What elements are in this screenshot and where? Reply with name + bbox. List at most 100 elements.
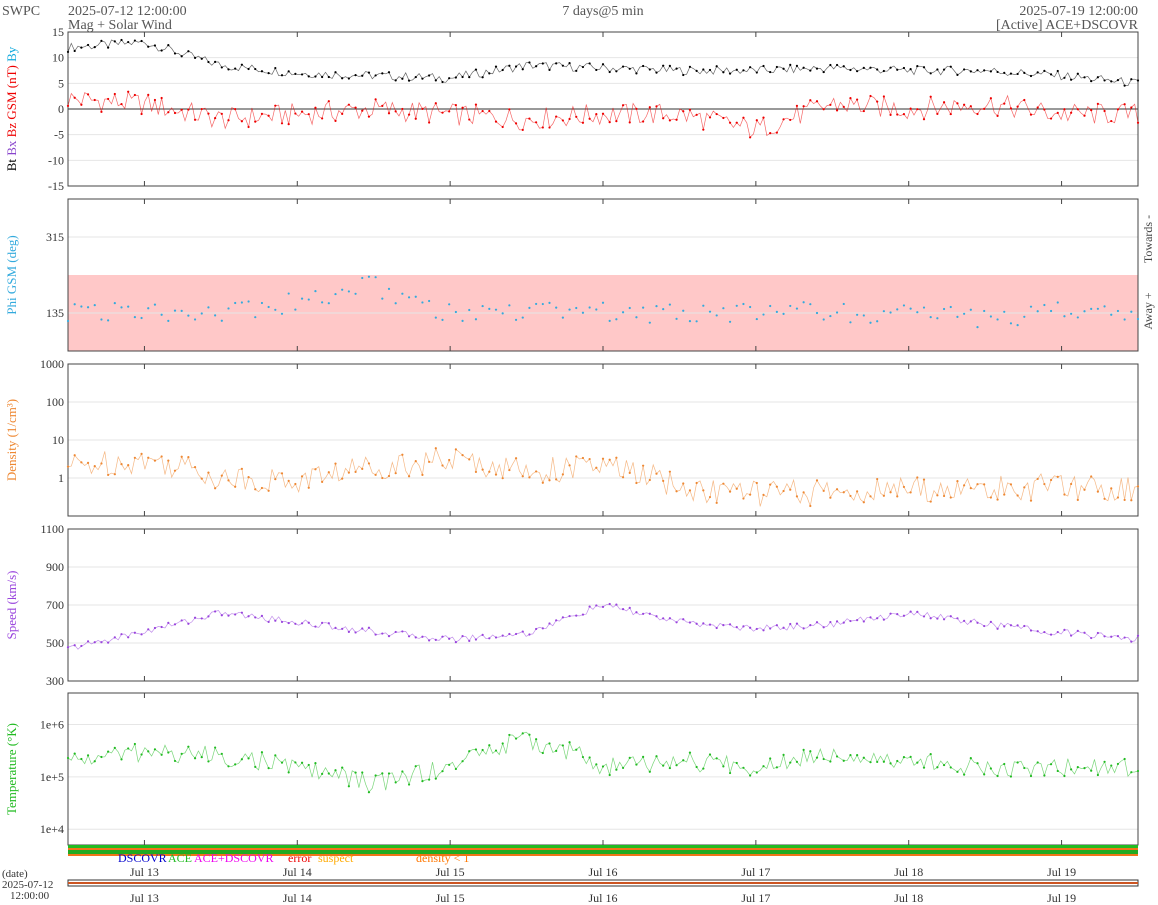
data-point [287, 292, 290, 295]
data-point [280, 312, 284, 315]
data-point [387, 287, 391, 291]
data-point [100, 318, 103, 321]
x-tick-label: Jul 16 [588, 891, 617, 905]
data-point [274, 308, 277, 311]
data-point [341, 288, 344, 291]
data-point [1009, 322, 1013, 325]
x-tick-label: Jul 19 [1047, 865, 1076, 879]
source-label: [Active] ACE+DSCOVR [996, 18, 1139, 33]
data-point [361, 276, 364, 280]
data-point [173, 309, 177, 312]
data-point [802, 301, 805, 304]
y-axis-label-part: Bt [4, 159, 19, 172]
data-point [414, 295, 417, 298]
x-tick-label: Jul 17 [741, 891, 770, 905]
data-point [815, 311, 819, 315]
data-point [1036, 310, 1039, 313]
y-axis-label-part: Bz GSM (nT) [4, 65, 19, 140]
data-point [541, 302, 544, 306]
data-point [688, 319, 692, 323]
data-point [428, 299, 431, 303]
data-point [107, 319, 110, 322]
data-point [468, 308, 471, 312]
y-tick-label: 15 [52, 25, 64, 39]
y-tick-label: -15 [48, 179, 64, 193]
data-point [160, 313, 163, 316]
data-point [1049, 309, 1053, 313]
data-point [795, 307, 799, 310]
Bz-series [66, 90, 1140, 139]
data-point [628, 306, 631, 310]
y-axis-label: Phi GSM (deg) [4, 235, 19, 314]
data-point [434, 316, 437, 319]
y-tick-label: 500 [46, 636, 64, 650]
data-point [595, 308, 598, 311]
y-axis-label: Speed (km/s) [4, 571, 19, 640]
y-axis-label-part: By [4, 46, 19, 65]
y-tick-label: 10 [52, 51, 64, 65]
temperature-panel: 1e+6 1e+5 1e+4 Temperature (°K) [4, 692, 1140, 846]
data-point [300, 297, 304, 300]
x-tick-label: Jul 14 [283, 891, 312, 905]
data-point [1056, 301, 1059, 304]
data-point [976, 326, 979, 329]
data-point [889, 311, 892, 314]
data-point [916, 311, 919, 314]
data-point [922, 306, 926, 309]
data-point [561, 316, 564, 319]
y-axis-label: Temperature (°K) [4, 723, 19, 815]
y-tick-label: 1e+6 [40, 718, 64, 732]
data-point [869, 321, 872, 324]
y-tick-label: 1000 [40, 357, 64, 371]
x-tick-label: Jul 19 [1047, 891, 1076, 905]
data-point [247, 300, 250, 303]
series-line [67, 447, 1139, 508]
data-point [902, 304, 906, 307]
data-point [728, 320, 732, 323]
panels: 15 10 5 0 -5 -10 -15 Bt Bx Bz GSM (nT) By 315 135… [4, 25, 1155, 846]
data-point [66, 465, 70, 468]
end-time: 2025-07-19 12:00:00 [1019, 4, 1138, 19]
data-point [769, 304, 772, 308]
data-point [856, 313, 859, 316]
y-tick-label: -10 [48, 153, 64, 167]
data-point [260, 301, 264, 305]
panel-frame [67, 692, 1139, 846]
data-point [441, 318, 444, 321]
data-point [969, 308, 972, 311]
data-point [1136, 317, 1140, 321]
data-point [73, 303, 76, 306]
data-point [876, 320, 879, 323]
data-point [695, 320, 698, 323]
data-point [214, 314, 217, 317]
data-point [742, 302, 745, 306]
data-point [193, 318, 197, 321]
data-point [588, 306, 591, 309]
data-point [254, 316, 257, 319]
data-point [581, 311, 585, 314]
data-point [708, 310, 712, 313]
data-point [929, 316, 932, 319]
data-point [849, 321, 852, 324]
data-point [521, 316, 524, 319]
data-point [86, 306, 90, 309]
data-point [722, 307, 725, 310]
y-tick-label: 1e+5 [40, 770, 64, 784]
data-point [568, 308, 571, 311]
y-axis-label-part: Bx [4, 140, 19, 159]
mag-panel: 15 10 5 0 -5 -10 -15 Bt Bx Bz GSM (nT) By [4, 25, 1140, 193]
speed-panel: 1100 900 700 500 300 Speed (km/s) [4, 522, 1140, 688]
data-point [1016, 324, 1019, 327]
data-point [789, 304, 792, 308]
subtitle: Mag + Solar Wind [68, 18, 172, 33]
legend-item: ACE [168, 851, 192, 865]
legend-item: suspect [318, 851, 354, 865]
data-point [1110, 313, 1113, 316]
data-point [454, 310, 457, 314]
data-point [963, 312, 966, 315]
data-point [187, 314, 190, 317]
data-point [735, 304, 738, 307]
data-point [1043, 303, 1046, 307]
data-point [635, 316, 638, 319]
density-series [66, 447, 1140, 508]
